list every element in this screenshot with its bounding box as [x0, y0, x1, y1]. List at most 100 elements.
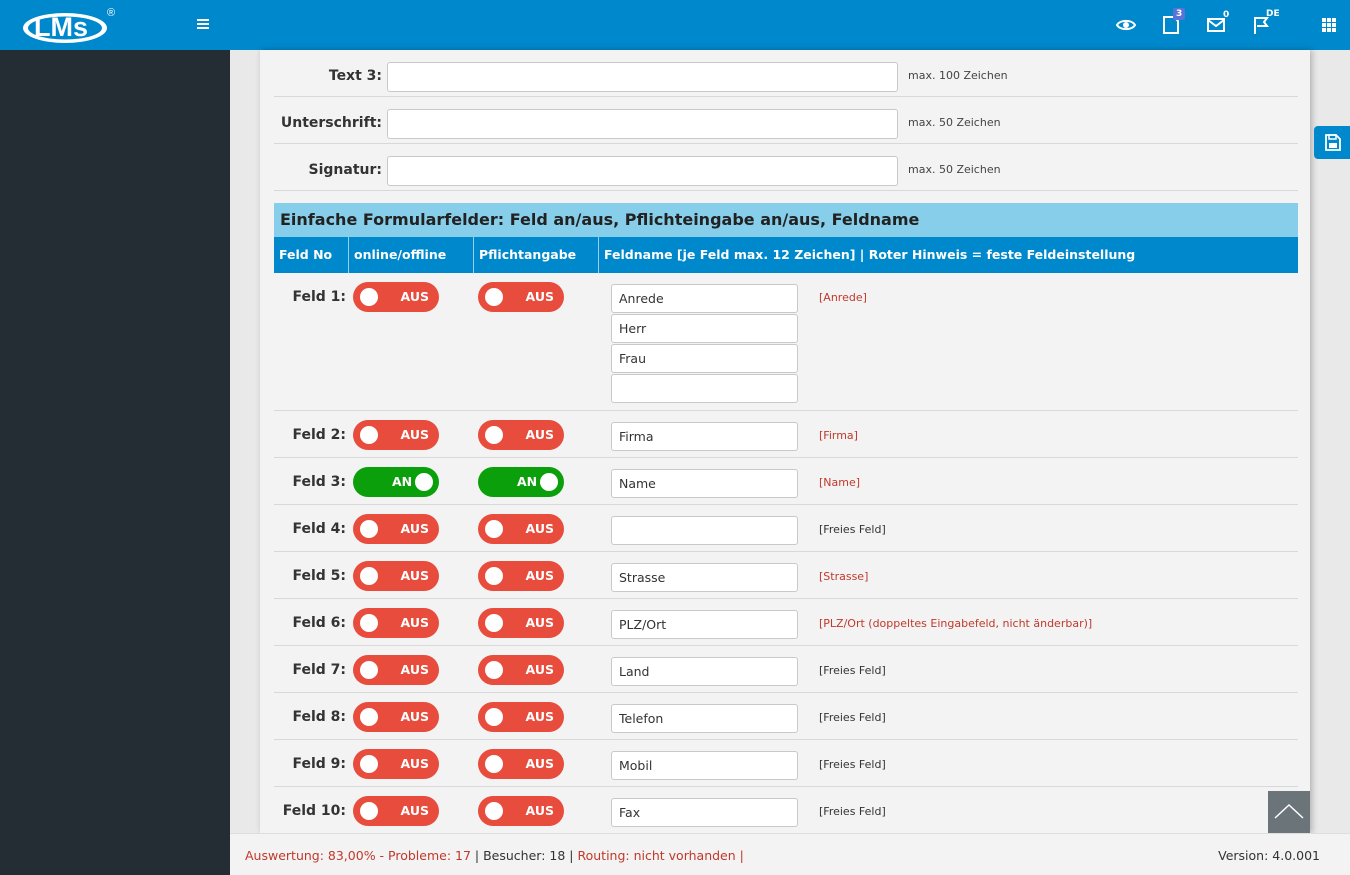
feldname-input[interactable]: [611, 610, 798, 639]
feld-row: Feld 6: AUS AUS [PLZ/Ort (doppeltes Eing…: [274, 599, 1298, 646]
pflicht-toggle[interactable]: AN: [478, 467, 564, 497]
pflicht-toggle[interactable]: AUS: [478, 561, 564, 591]
toggle-label: AUS: [525, 615, 554, 630]
feld-hint: [Name]: [819, 476, 861, 489]
online-toggle[interactable]: AUS: [353, 282, 439, 312]
online-toggle[interactable]: AUS: [353, 561, 439, 591]
feld-label: Feld 7:: [292, 662, 346, 678]
settings-panel: Text 3: max. 100 Zeichen Unterschrift: m…: [260, 50, 1310, 833]
toggle-label: AUS: [525, 803, 554, 818]
feldname-input[interactable]: [611, 704, 798, 733]
feld-label: Feld 9:: [292, 756, 346, 772]
feld-hint: [Freies Feld]: [819, 523, 886, 536]
section-title: Einfache Formularfelder: Feld an/aus, Pf…: [274, 203, 1298, 237]
auswertung-text[interactable]: Auswertung: 83,00% - Probleme: 17: [245, 848, 471, 863]
toggle-label: AUS: [400, 615, 429, 630]
feldname-input[interactable]: [611, 469, 798, 498]
toggle-label: AUS: [525, 568, 554, 583]
online-toggle[interactable]: AUS: [353, 702, 439, 732]
version-text: Version: 4.0.001: [1218, 848, 1320, 863]
status-summary: Auswertung: 83,00% - Probleme: 17 | Besu…: [245, 848, 744, 863]
text3-input[interactable]: [387, 62, 898, 92]
feldname-input[interactable]: [611, 798, 798, 827]
text3-hint: max. 100 Zeichen: [908, 69, 1008, 82]
top-bar: LMs ® 3 0 DE: [0, 0, 1350, 50]
feldname-input[interactable]: [611, 284, 798, 313]
feld-label: Feld 4:: [292, 521, 346, 537]
chevron-up-icon: [1274, 803, 1304, 819]
feldname-option-input[interactable]: [611, 314, 798, 343]
signatur-input[interactable]: [387, 156, 898, 186]
apps-grid-icon[interactable]: [1317, 13, 1341, 37]
feld-row: Feld 1: AUS AUS [Anrede]: [274, 273, 1298, 411]
pflicht-toggle[interactable]: AUS: [478, 749, 564, 779]
pflicht-toggle[interactable]: AUS: [478, 796, 564, 826]
feld-hint: [Freies Feld]: [819, 664, 886, 677]
toggle-label: AUS: [525, 427, 554, 442]
registered-mark: ®: [107, 7, 115, 19]
online-toggle[interactable]: AUS: [353, 608, 439, 638]
unterschrift-hint: max. 50 Zeichen: [908, 116, 1001, 129]
lms-logo[interactable]: LMs ®: [20, 4, 118, 46]
feldname-input[interactable]: [611, 751, 798, 780]
online-toggle[interactable]: AUS: [353, 420, 439, 450]
floppy-disk-icon: [1325, 134, 1341, 151]
feld-row: Feld 2: AUS AUS [Firma]: [274, 411, 1298, 458]
online-toggle[interactable]: AUS: [353, 796, 439, 826]
toggle-label: AN: [517, 474, 538, 489]
menu-toggle-icon[interactable]: [193, 14, 213, 34]
toggle-label: AN: [392, 474, 413, 489]
eye-icon[interactable]: [1114, 13, 1138, 37]
feldname-option-input[interactable]: [611, 344, 798, 373]
unterschrift-label: Unterschrift:: [280, 115, 382, 131]
save-button[interactable]: [1314, 126, 1350, 159]
toggle-label: AUS: [400, 289, 429, 304]
feld-hint: [Freies Feld]: [819, 711, 886, 724]
toggle-label: AUS: [400, 568, 429, 583]
mail-badge: 0: [1223, 10, 1230, 20]
column-pflicht: Pflichtangabe: [473, 237, 598, 273]
separator: |: [470, 848, 484, 863]
toggle-label: AUS: [525, 521, 554, 536]
pflicht-toggle[interactable]: AUS: [478, 514, 564, 544]
online-toggle[interactable]: AN: [353, 467, 439, 497]
feld-row: Feld 5: AUS AUS [Strasse]: [274, 552, 1298, 599]
separator: |: [565, 848, 578, 863]
feld-hint: [Strasse]: [819, 570, 869, 583]
feldname-input[interactable]: [611, 516, 798, 545]
feld-row: Feld 10: AUS AUS [Freies Feld]: [274, 787, 1298, 833]
routing-text[interactable]: Routing: nicht vorhanden: [577, 848, 736, 863]
unterschrift-input[interactable]: [387, 109, 898, 139]
pflicht-toggle[interactable]: AUS: [478, 702, 564, 732]
toggle-label: AUS: [400, 521, 429, 536]
pflicht-toggle[interactable]: AUS: [478, 420, 564, 450]
feldname-input[interactable]: [611, 422, 798, 451]
pflicht-toggle[interactable]: AUS: [478, 608, 564, 638]
toggle-label: AUS: [525, 756, 554, 771]
feldname-input[interactable]: [611, 563, 798, 592]
scroll-top-button[interactable]: [1268, 791, 1310, 833]
online-toggle[interactable]: AUS: [353, 655, 439, 685]
mail-icon[interactable]: [1204, 13, 1228, 37]
feld-row: Feld 3: AN AN [Name]: [274, 458, 1298, 505]
status-footer: Auswertung: 83,00% - Probleme: 17 | Besu…: [230, 833, 1350, 875]
flag-icon[interactable]: [1250, 13, 1274, 37]
feldname-input[interactable]: [611, 657, 798, 686]
feld-label: Feld 10:: [282, 803, 346, 819]
feldname-option-input[interactable]: [611, 374, 798, 403]
feld-hint: [PLZ/Ort (doppeltes Eingabefeld, nicht ä…: [819, 617, 1093, 630]
toggle-label: AUS: [400, 709, 429, 724]
column-feldname: Feldname [je Feld max. 12 Zeichen] | Rot…: [598, 237, 1298, 273]
online-toggle[interactable]: AUS: [353, 749, 439, 779]
feld-label: Feld 8:: [292, 709, 346, 725]
online-toggle[interactable]: AUS: [353, 514, 439, 544]
feld-row: Feld 8: AUS AUS [Freies Feld]: [274, 693, 1298, 740]
column-feld-no: Feld No: [279, 247, 333, 262]
toggle-label: AUS: [400, 756, 429, 771]
pflicht-toggle[interactable]: AUS: [478, 282, 564, 312]
feld-row: Feld 7: AUS AUS [Freies Feld]: [274, 646, 1298, 693]
tasks-icon[interactable]: [1159, 13, 1183, 37]
feld-row: Feld 9: AUS AUS [Freies Feld]: [274, 740, 1298, 787]
unterschrift-row: Unterschrift: max. 50 Zeichen: [274, 97, 1298, 144]
pflicht-toggle[interactable]: AUS: [478, 655, 564, 685]
